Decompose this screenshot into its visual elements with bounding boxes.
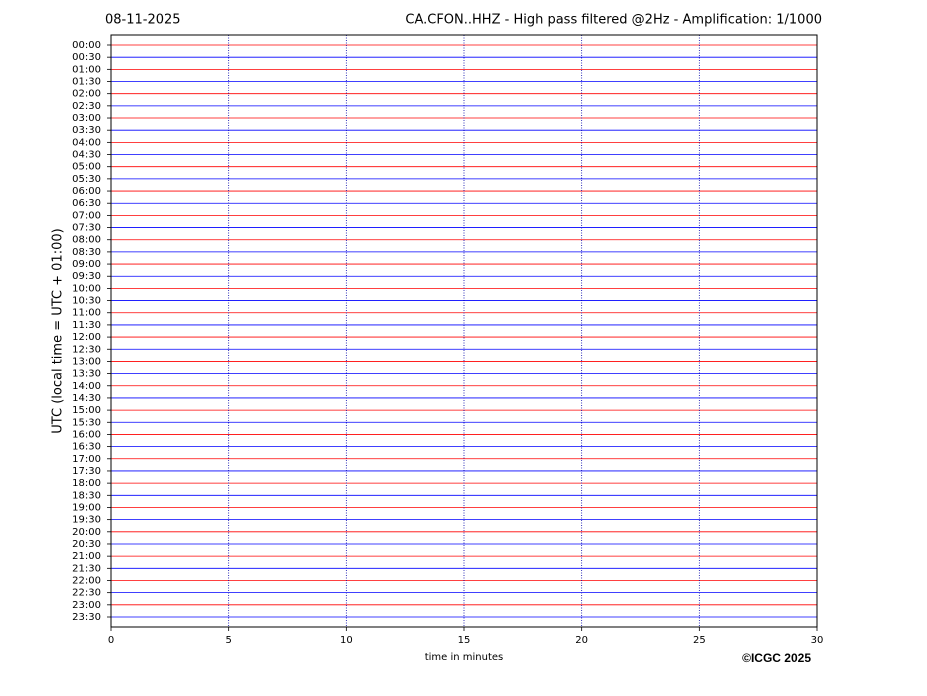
y-tick-label: 11:30 xyxy=(72,320,101,331)
y-tick-label: 03:30 xyxy=(72,125,101,136)
y-tick-label: 08:30 xyxy=(72,247,101,258)
y-tick-label: 01:30 xyxy=(72,77,101,88)
x-tick-label: 0 xyxy=(108,635,114,646)
x-tick-label: 30 xyxy=(811,635,824,646)
y-tick-label: 09:30 xyxy=(72,271,101,282)
y-tick-label: 00:30 xyxy=(72,52,101,63)
y-tick-label: 15:30 xyxy=(72,417,101,428)
y-tick-label: 07:30 xyxy=(72,223,101,234)
y-tick-label: 16:00 xyxy=(72,429,101,440)
y-tick-label: 21:00 xyxy=(72,551,101,562)
y-tick-label: 07:00 xyxy=(72,210,101,221)
y-tick-label: 20:00 xyxy=(72,527,101,538)
y-tick-label: 06:30 xyxy=(72,198,101,209)
y-tick-label: 17:00 xyxy=(72,454,101,465)
y-tick-label: 19:30 xyxy=(72,515,101,526)
chart-date: 08-11-2025 xyxy=(105,13,181,28)
y-tick-label: 23:00 xyxy=(72,600,101,611)
x-tick-label: 5 xyxy=(225,635,231,646)
y-tick-label: 10:00 xyxy=(72,283,101,294)
y-tick-label: 18:00 xyxy=(72,478,101,489)
y-tick-label: 06:00 xyxy=(72,186,101,197)
y-tick-label: 15:00 xyxy=(72,405,101,416)
y-tick-label: 22:00 xyxy=(72,575,101,586)
y-tick-label: 16:30 xyxy=(72,442,101,453)
x-tick-label: 25 xyxy=(693,635,706,646)
y-tick-label: 00:00 xyxy=(72,40,101,51)
y-tick-label: 09:00 xyxy=(72,259,101,270)
y-tick-label: 17:30 xyxy=(72,466,101,477)
y-tick-label: 10:30 xyxy=(72,296,101,307)
y-tick-label: 14:30 xyxy=(72,393,101,404)
y-tick-label: 12:30 xyxy=(72,344,101,355)
y-tick-label: 05:00 xyxy=(72,162,101,173)
y-tick-label: 02:00 xyxy=(72,89,101,100)
y-tick-label: 19:00 xyxy=(72,502,101,513)
x-tick-label: 15 xyxy=(458,635,471,646)
x-tick-label: 20 xyxy=(575,635,588,646)
x-axis-label: time in minutes xyxy=(425,652,504,663)
y-tick-label: 03:00 xyxy=(72,113,101,124)
y-tick-label: 04:30 xyxy=(72,150,101,161)
y-tick-label: 18:30 xyxy=(72,490,101,501)
y-tick-label: 05:30 xyxy=(72,174,101,185)
plot-frame xyxy=(110,34,818,628)
y-tick-label: 02:30 xyxy=(72,101,101,112)
y-tick-label: 21:30 xyxy=(72,563,101,574)
y-tick-label: 14:00 xyxy=(72,381,101,392)
y-tick-label: 11:00 xyxy=(72,308,101,319)
x-tick-label: 10 xyxy=(340,635,353,646)
chart-title: CA.CFON..HHZ - High pass filtered @2Hz -… xyxy=(405,13,822,28)
y-tick-label: 22:30 xyxy=(72,588,101,599)
y-tick-label: 13:00 xyxy=(72,356,101,367)
y-tick-label: 20:30 xyxy=(72,539,101,550)
y-tick-label: 12:00 xyxy=(72,332,101,343)
credit: ©ICGC 2025 xyxy=(742,651,811,665)
y-axis-label: UTC (local time = UTC + 01:00) xyxy=(51,228,66,433)
y-tick-label: 04:00 xyxy=(72,137,101,148)
y-tick-label: 08:00 xyxy=(72,235,101,246)
y-tick-label: 23:30 xyxy=(72,612,101,623)
y-tick-label: 13:30 xyxy=(72,369,101,380)
y-tick-label: 01:00 xyxy=(72,64,101,75)
